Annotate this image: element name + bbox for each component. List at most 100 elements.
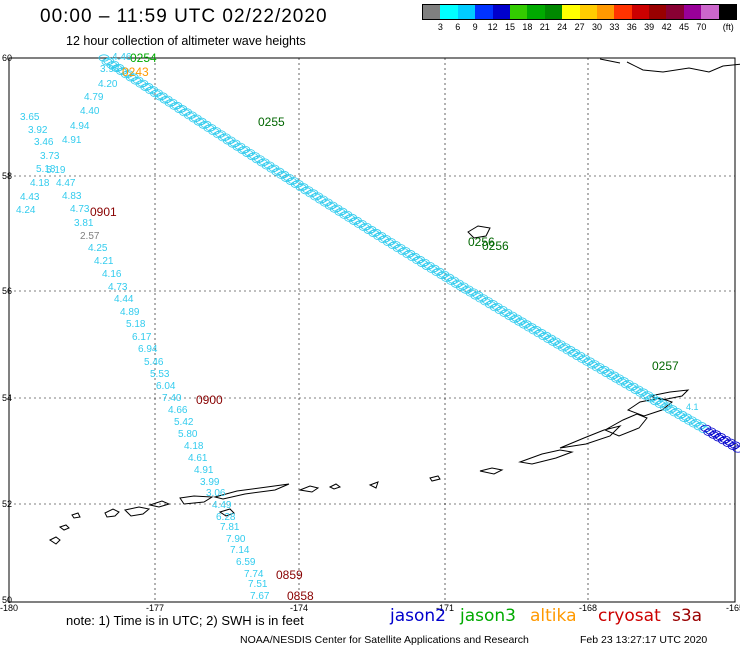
wave-height-label: 4.16 [102,269,122,280]
legend-label: 30 [591,22,603,32]
legend-swatch [701,5,719,19]
wave-height-label: 4.43 [20,192,40,203]
satellite-name: jason2 [390,606,446,626]
satellite-name: cryosat [598,606,661,626]
wave-height-label: 4.20 [98,79,118,90]
wave-height-label: 4.21 [94,256,114,267]
lat-tick-label: 56 [2,286,12,296]
map-subtitle: 12 hour collection of altimeter wave hei… [66,34,306,48]
time-label: 0900 [196,393,223,407]
lon-tick-label: -165 [726,603,740,613]
wave-height-label: 4.73 [70,204,90,215]
legend-labels: 3 6 9 12 15 18 21 24 27 30 33 36 39 42 45 70 (ft) [422,20,737,34]
wave-height-label: 3.99 [200,477,220,488]
wave-height-label: 7.67 [250,591,270,602]
legend-label: 39 [644,22,655,32]
wave-height-label: 4.18 [30,178,50,189]
wave-height-label: 5.53 [150,369,170,380]
lon-tick-label: -177 [146,603,164,613]
wave-height-label: 3.98 [100,64,120,75]
pribilof-island [467,225,491,239]
time-label: 0256 [482,239,509,253]
wave-height-label: 5.80 [178,429,198,440]
timestamp-text: Feb 23 13:27:17 UTC 2020 [580,634,708,646]
wave-height-label: 4.46 [112,52,132,63]
legend-swatch [544,5,563,19]
credit-text: NOAA/NESDIS Center for Satellite Applica… [240,634,529,646]
wave-height-label: 4.1 [686,402,699,412]
legend-label: 42 [661,22,672,32]
wave-height-label: 4.73 [108,282,128,293]
wave-height-label: 3.46 [34,137,54,148]
track-point [732,445,740,453]
wave-height-label: 3.65 [20,112,40,123]
legend-label: 6 [455,22,461,32]
western-islets [49,508,235,545]
wave-height-label: 7.14 [230,545,250,556]
wave-height-label: 4.40 [80,106,100,117]
legend-swatch [492,5,510,19]
lon-tick-label: -174 [290,603,308,613]
legend-label: 33 [609,22,620,32]
wave-height-label: 4.18 [184,441,204,452]
legend-label: 36 [626,22,637,32]
wave-height-label: 6.59 [236,557,256,568]
time-label: 0243 [122,65,149,79]
time-label: 0257 [652,359,679,373]
wave-height-label: 7.74 [244,569,264,580]
wave-height-label: 4.94 [70,121,90,132]
lon-tick-label: -168 [579,603,597,613]
legend-swatch [718,5,737,19]
legend-label: 18 [522,22,533,32]
wave-height-label: 3.06 [206,488,226,499]
legend-swatch [475,5,493,19]
legend-swatches [422,4,738,20]
legend-swatch [423,5,441,19]
aleutian-islands [104,389,690,518]
wave-height-label: 3.73 [40,151,60,162]
satellite-name: jason3 [460,606,516,626]
wave-height-label: 5.18 [126,319,146,330]
satellite-name: altika [530,606,577,626]
lon-tick-label: -171 [436,603,454,613]
time-label: 0255 [258,115,285,129]
wave-height-label: 2.57 [80,231,100,242]
wave-height-label: 6.28 [216,512,236,523]
wave-height-label: 4.25 [88,243,108,254]
wave-height-label: 5.19 [46,165,66,176]
wave-height-label: 6.17 [132,332,152,343]
legend-swatch [562,5,580,19]
wave-height-label: 4.47 [56,178,76,189]
legend-swatch [666,5,684,19]
lat-tick-label: 54 [2,393,12,403]
track-point [729,441,740,449]
wave-height-label: 7.40 [162,393,182,404]
wave-height-label: 4.83 [62,191,82,202]
wave-height-label: 6.04 [156,381,176,392]
wave-height-label: 7.81 [220,522,240,533]
wave-height-label: 4.24 [16,205,36,216]
wave-height-label: 5.42 [174,417,194,428]
legend-swatch [509,5,528,19]
time-label: 0858 [287,589,314,603]
legend-swatch [527,5,545,19]
wave-height-label: 6.94 [138,344,158,355]
time-label: 0859 [276,568,303,582]
lat-tick-label: 50 [2,595,12,605]
legend-label: 3 [437,22,443,32]
coastline [49,58,740,545]
legend-unit: (ft) [722,22,734,32]
wave-height-label: 4.79 [84,92,104,103]
legend-label: 27 [574,22,585,32]
time-label: 0256 [468,235,495,249]
legend-label: 45 [678,22,690,32]
legend-label: 24 [557,22,568,32]
wave-height-label: 7.51 [248,579,268,590]
west-altimeter-track: 4.463.98 4.20 4.79 4.40 4.94 4.91 3.65 3.923.46… [16,52,314,603]
color-legend: 3 6 9 12 15 18 21 24 27 30 33 36 39 42 45 70 (ft) [422,4,738,34]
wave-height-label: 3.81 [74,218,94,229]
lat-tick-label: 60 [2,53,12,63]
legend-swatch [683,5,702,19]
legend-swatch [631,5,650,19]
